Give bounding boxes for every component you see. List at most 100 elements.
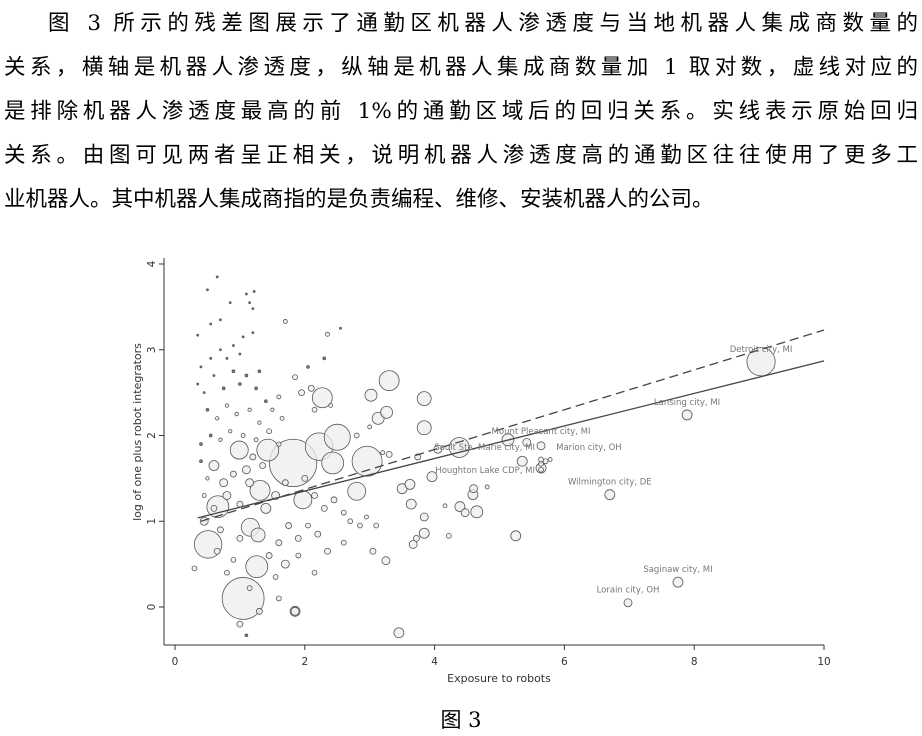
data-point — [418, 527, 430, 539]
paragraph-line: 是排除机器人渗透度最高的前 1%的通勤区域后的回归关系。实线表示原始回归 — [4, 99, 918, 124]
y-tick-label: 1 — [146, 518, 158, 525]
data-point — [294, 534, 302, 542]
data-point — [206, 288, 209, 292]
data-point — [307, 384, 315, 392]
data-point — [222, 491, 232, 500]
data-point — [280, 559, 290, 569]
paragraph-line: 图 3 所示的残差图展示了通勤区机器人渗透度与当地机器人集成商数量的 — [48, 11, 918, 36]
data-point — [448, 437, 470, 458]
data-point — [623, 598, 633, 608]
data-point — [314, 530, 322, 538]
data-point — [305, 522, 311, 529]
body-paragraph: 图 3 所示的残差图展示了通勤区机器人渗透度与当地机器人集成商数量的 关系，横轴… — [4, 2, 918, 222]
data-point — [241, 465, 251, 475]
data-point — [416, 420, 432, 436]
data-point — [251, 307, 255, 310]
data-point — [306, 365, 310, 369]
data-point — [275, 595, 282, 602]
data-point — [276, 441, 282, 447]
data-point — [238, 382, 242, 386]
paragraph-line: 关系。由图可见两者呈正相关，说明机器人渗透度高的通勤区往往使用了更多工 — [4, 143, 918, 168]
data-point — [201, 493, 207, 498]
y-axis-label: log of one plus robot integrators — [131, 343, 144, 521]
data-point — [426, 471, 438, 483]
data-point — [364, 388, 378, 402]
data-point — [393, 627, 405, 639]
data-point — [746, 347, 776, 377]
data-point — [381, 556, 391, 566]
data-point — [369, 547, 377, 555]
solid-fit-line — [197, 360, 825, 519]
data-point — [238, 352, 242, 356]
data-point — [442, 503, 448, 509]
data-point — [404, 478, 416, 490]
data-point — [290, 606, 300, 616]
data-point — [470, 505, 484, 519]
data-point — [199, 442, 203, 446]
data-point — [244, 292, 248, 296]
data-point — [322, 356, 327, 361]
paragraph-line: 关系，横轴是机器人渗透度，纵轴是机器人集成商数量加 1 取对数，虚线对应的 — [4, 55, 918, 80]
data-point — [257, 369, 262, 374]
data-point — [251, 331, 255, 334]
data-point — [419, 512, 429, 522]
data-point — [325, 331, 330, 337]
data-point — [604, 489, 616, 501]
fit-lines-layer — [197, 329, 825, 522]
data-point — [380, 450, 386, 456]
data-point — [279, 415, 285, 421]
data-point — [340, 509, 347, 516]
data-point — [247, 407, 252, 412]
data-point — [196, 333, 200, 337]
data-point — [672, 576, 684, 588]
data-point — [538, 466, 544, 473]
point-label: Detroit city, MI — [730, 345, 793, 355]
data-point — [301, 474, 309, 482]
data-point — [240, 433, 246, 438]
data-point — [353, 432, 360, 439]
axes: 0 2 4 6 8 10 0 1 2 3 4 — [146, 258, 831, 668]
data-point — [219, 478, 229, 488]
x-tick-label: 2 — [301, 656, 308, 668]
data-point — [205, 476, 210, 481]
data-point — [210, 504, 218, 512]
data-point — [460, 508, 470, 518]
data-point — [275, 539, 283, 547]
data-point — [330, 496, 338, 504]
data-point — [469, 484, 478, 494]
data-point — [228, 429, 233, 434]
data-point — [295, 552, 302, 559]
data-point — [230, 470, 237, 478]
data-point — [221, 577, 265, 620]
data-point — [225, 356, 229, 360]
data-point — [199, 459, 203, 464]
data-point — [206, 495, 230, 519]
data-point — [260, 502, 272, 514]
data-point — [234, 411, 239, 417]
data-point — [272, 574, 279, 580]
y-tick-label: 0 — [146, 604, 158, 611]
data-point — [224, 569, 230, 576]
data-point — [219, 348, 222, 352]
data-point — [324, 547, 331, 555]
data-point — [320, 504, 328, 512]
data-point — [224, 403, 230, 408]
y-tick-label: 2 — [146, 432, 158, 439]
point-label: Houghton Lake CDP, MI — [435, 466, 535, 476]
data-point — [364, 514, 369, 520]
data-point — [244, 373, 249, 378]
point-label: Wilmington city, DE — [568, 478, 652, 488]
data-point — [405, 498, 417, 510]
data-point — [281, 479, 289, 487]
data-point — [510, 530, 522, 542]
data-point — [252, 290, 256, 293]
point-label: Saginaw city, MI — [643, 565, 712, 575]
data-point — [416, 391, 432, 407]
data-point — [221, 386, 226, 391]
data-point — [196, 382, 200, 386]
data-point — [547, 457, 553, 462]
data-point — [246, 585, 253, 591]
data-point — [323, 423, 351, 451]
data-point — [311, 492, 318, 499]
point-label: Lansing city, MI — [654, 398, 720, 408]
